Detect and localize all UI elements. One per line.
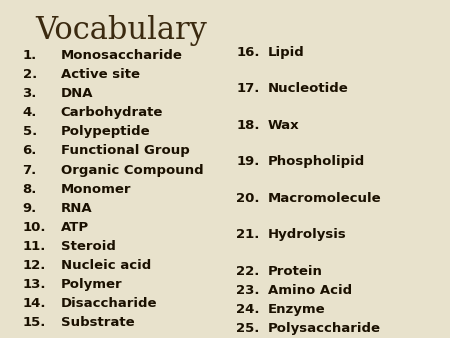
Text: Substrate: Substrate bbox=[61, 316, 135, 329]
Text: Amino Acid: Amino Acid bbox=[268, 284, 352, 297]
Text: 7.: 7. bbox=[22, 164, 37, 176]
Text: Phospholipid: Phospholipid bbox=[268, 155, 365, 168]
Text: 14.: 14. bbox=[22, 297, 46, 310]
Text: Monosaccharide: Monosaccharide bbox=[61, 49, 183, 62]
Text: Monomer: Monomer bbox=[61, 183, 131, 196]
Text: 5.: 5. bbox=[22, 125, 37, 138]
Text: 2.: 2. bbox=[22, 68, 37, 81]
Text: 1.: 1. bbox=[22, 49, 37, 62]
Text: Protein: Protein bbox=[268, 265, 323, 277]
Text: Disaccharide: Disaccharide bbox=[61, 297, 157, 310]
Text: 24.: 24. bbox=[236, 303, 260, 316]
Text: Polysaccharide: Polysaccharide bbox=[268, 322, 381, 335]
Text: 11.: 11. bbox=[22, 240, 46, 253]
Text: 17.: 17. bbox=[236, 82, 260, 95]
Text: Vocabulary: Vocabulary bbox=[36, 15, 207, 46]
Text: 6.: 6. bbox=[22, 145, 37, 158]
Text: 21.: 21. bbox=[236, 228, 260, 241]
Text: Nucleotide: Nucleotide bbox=[268, 82, 348, 95]
Text: 20.: 20. bbox=[236, 192, 260, 204]
Text: ATP: ATP bbox=[61, 221, 89, 234]
Text: DNA: DNA bbox=[61, 87, 93, 100]
Text: Hydrolysis: Hydrolysis bbox=[268, 228, 346, 241]
Text: 8.: 8. bbox=[22, 183, 37, 196]
Text: Wax: Wax bbox=[268, 119, 299, 131]
Text: 16.: 16. bbox=[236, 46, 260, 58]
Text: 23.: 23. bbox=[236, 284, 260, 297]
Text: RNA: RNA bbox=[61, 202, 92, 215]
Text: 15.: 15. bbox=[22, 316, 46, 329]
Text: 4.: 4. bbox=[22, 106, 37, 119]
Text: Carbohydrate: Carbohydrate bbox=[61, 106, 163, 119]
Text: Steroid: Steroid bbox=[61, 240, 116, 253]
Text: 10.: 10. bbox=[22, 221, 46, 234]
Text: 3.: 3. bbox=[22, 87, 37, 100]
Text: Organic Compound: Organic Compound bbox=[61, 164, 203, 176]
Text: 18.: 18. bbox=[236, 119, 260, 131]
Text: Active site: Active site bbox=[61, 68, 140, 81]
Text: Functional Group: Functional Group bbox=[61, 145, 189, 158]
Text: 19.: 19. bbox=[236, 155, 260, 168]
Text: Lipid: Lipid bbox=[268, 46, 305, 58]
Text: Polymer: Polymer bbox=[61, 278, 122, 291]
Text: Macromolecule: Macromolecule bbox=[268, 192, 382, 204]
Text: 13.: 13. bbox=[22, 278, 46, 291]
Text: Polypeptide: Polypeptide bbox=[61, 125, 150, 138]
Text: 22.: 22. bbox=[236, 265, 260, 277]
Text: Enzyme: Enzyme bbox=[268, 303, 325, 316]
Text: 9.: 9. bbox=[22, 202, 37, 215]
Text: 25.: 25. bbox=[236, 322, 260, 335]
Text: Nucleic acid: Nucleic acid bbox=[61, 259, 151, 272]
Text: 12.: 12. bbox=[22, 259, 46, 272]
